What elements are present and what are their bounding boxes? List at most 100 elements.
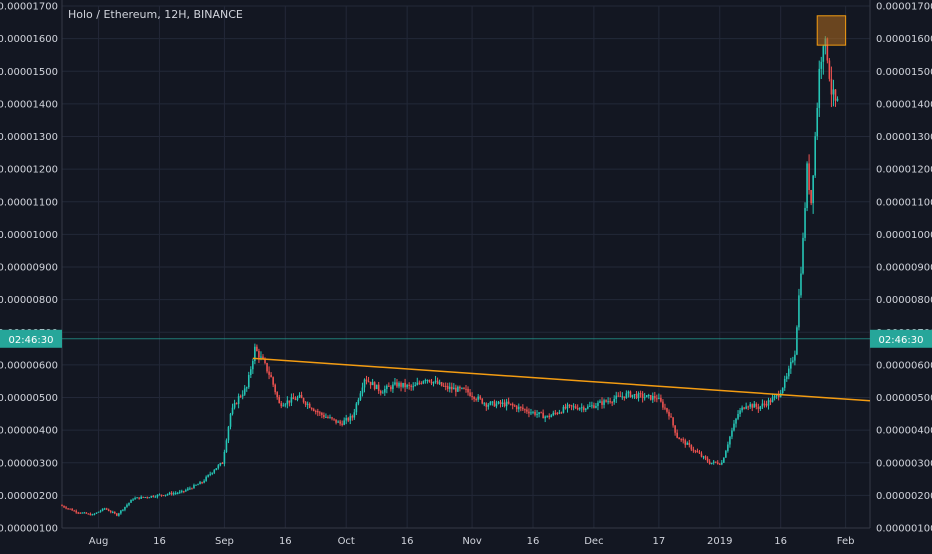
candle-body (810, 189, 812, 204)
candle-body (383, 388, 386, 393)
candle-body (357, 399, 360, 404)
candle-body (550, 415, 553, 418)
candle-body (534, 411, 536, 415)
candle-body (107, 509, 110, 512)
candle-body (570, 405, 573, 407)
left-price-axis: 0.00000100 0.00000200 0.00000300 0.00000400… (0, 2, 58, 535)
y-tick-label-right: 0.00001500 (876, 67, 932, 78)
candle-body (589, 405, 591, 407)
candle-body (81, 512, 84, 514)
candle-body (773, 395, 776, 398)
candle-body (245, 387, 248, 389)
candle-body (467, 388, 469, 393)
candle-body (613, 398, 616, 403)
candle-body (150, 495, 153, 498)
candle-body (152, 495, 155, 497)
candle-body (390, 386, 392, 390)
candle-body (353, 412, 356, 418)
candle-body (118, 513, 120, 516)
candle-body (471, 395, 473, 398)
candle-body (235, 403, 238, 405)
candle-body (426, 379, 429, 381)
candle-body (302, 398, 305, 403)
candle-body (761, 403, 764, 407)
candle-body (684, 440, 687, 445)
candle-body (587, 406, 589, 409)
candle-body (272, 377, 274, 385)
candle-body (487, 404, 490, 407)
candle-body (595, 405, 597, 408)
candle-body (599, 401, 601, 403)
candle-body (751, 404, 754, 408)
candle-body (176, 492, 179, 494)
candle-body (148, 497, 151, 499)
candle-body (290, 397, 293, 403)
candle-body (111, 511, 114, 513)
candle-body (122, 509, 124, 511)
candle-body (442, 385, 445, 387)
candle-body (247, 374, 250, 388)
candle-body (71, 508, 73, 511)
candle-body (763, 403, 766, 405)
candle-body (611, 402, 613, 404)
candle-body (493, 401, 496, 407)
candle-body (781, 387, 784, 393)
candle-body (656, 398, 658, 400)
candle-body (710, 462, 713, 465)
candle-body (316, 411, 319, 413)
candle-body (195, 484, 197, 486)
candle-body (349, 416, 352, 421)
candle-body (162, 495, 165, 497)
candle-body (453, 387, 455, 390)
candle-body (625, 393, 628, 399)
candle-body (260, 356, 262, 358)
candle-body (199, 482, 201, 485)
y-tick-label-right: 0.00001100 (876, 197, 932, 208)
candle-body (321, 412, 323, 415)
candle-body (233, 403, 236, 408)
candle-body (747, 406, 749, 408)
candle-body (578, 408, 581, 410)
candle-body (485, 403, 488, 407)
candle-body (225, 440, 228, 452)
candle-body (185, 490, 187, 492)
candle-body (481, 398, 484, 404)
highlight-box (816, 15, 847, 46)
candle-body (465, 388, 467, 390)
candle-body (243, 388, 246, 395)
y-tick-label-right: 0.00001400 (876, 99, 932, 110)
candle-body (731, 430, 733, 437)
candle-body (377, 384, 380, 391)
y-tick-label-left: 0.00000200 (0, 491, 58, 502)
y-tick-label-right: 0.00000800 (876, 295, 932, 306)
candle-body (513, 405, 516, 407)
candle-body (231, 407, 234, 414)
y-tick-label-right: 0.00000600 (876, 360, 932, 371)
candle-body (339, 421, 341, 424)
candle-body (651, 395, 654, 400)
candle-body (408, 384, 410, 386)
candle-body (479, 396, 482, 399)
candle-body (704, 456, 707, 459)
candle-body (564, 406, 567, 409)
candle-body (804, 208, 806, 238)
candle-body (172, 493, 175, 495)
candle-body (544, 416, 546, 419)
candle-body (745, 406, 747, 409)
candle-body (759, 406, 762, 409)
x-tick-label: Sep (215, 536, 234, 547)
x-tick-label: 16 (279, 536, 292, 547)
candle-body (388, 385, 390, 387)
candle-body (601, 401, 603, 405)
candle-body (607, 401, 609, 403)
y-tick-label-left: 0.00000500 (0, 393, 58, 404)
candle-body (694, 450, 697, 452)
candle-body (457, 386, 459, 392)
y-tick-label-left: 0.00001700 (0, 2, 58, 13)
candle-body (227, 426, 230, 441)
candle-body (197, 484, 199, 486)
candle-body (77, 512, 80, 514)
candle-body (469, 392, 471, 396)
y-tick-label-right: 0.00001300 (876, 132, 932, 143)
